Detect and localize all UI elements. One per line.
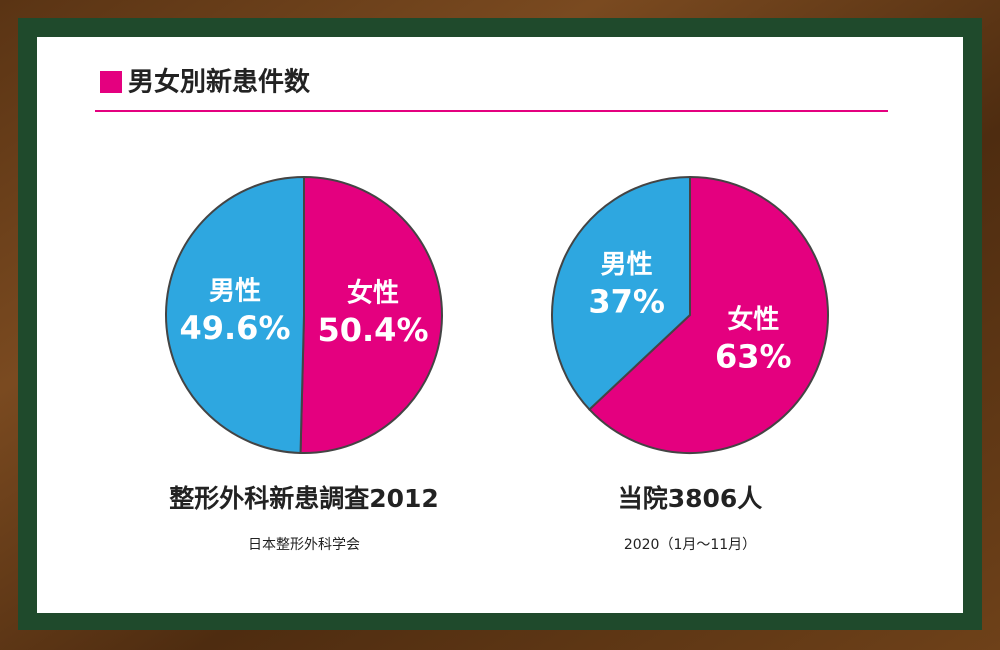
page-title: 男女別新患件数 bbox=[128, 67, 311, 98]
slice-category: 女性 bbox=[347, 277, 399, 308]
pie-slice bbox=[165, 175, 305, 454]
slice-value: 37% bbox=[588, 283, 665, 321]
pie-slice bbox=[551, 175, 691, 411]
title-marker bbox=[100, 71, 122, 93]
slice-category: 男性 bbox=[209, 277, 261, 307]
slice-value: 63% bbox=[715, 337, 792, 375]
slice-category: 男性 bbox=[601, 250, 653, 280]
slice-category: 女性 bbox=[727, 304, 779, 335]
pie-slice bbox=[587, 175, 829, 454]
pie-subtitle: 日本整形外科学会 bbox=[248, 537, 360, 553]
slice-value: 49.6% bbox=[179, 309, 290, 347]
pie-title: 当院3806人 bbox=[618, 484, 763, 513]
pie-slice bbox=[299, 175, 443, 454]
pie-subtitle: 2020（1月〜11月） bbox=[624, 537, 756, 553]
slice-value: 50.4% bbox=[317, 311, 428, 349]
pie-title: 整形外科新患調査2012 bbox=[169, 484, 439, 513]
